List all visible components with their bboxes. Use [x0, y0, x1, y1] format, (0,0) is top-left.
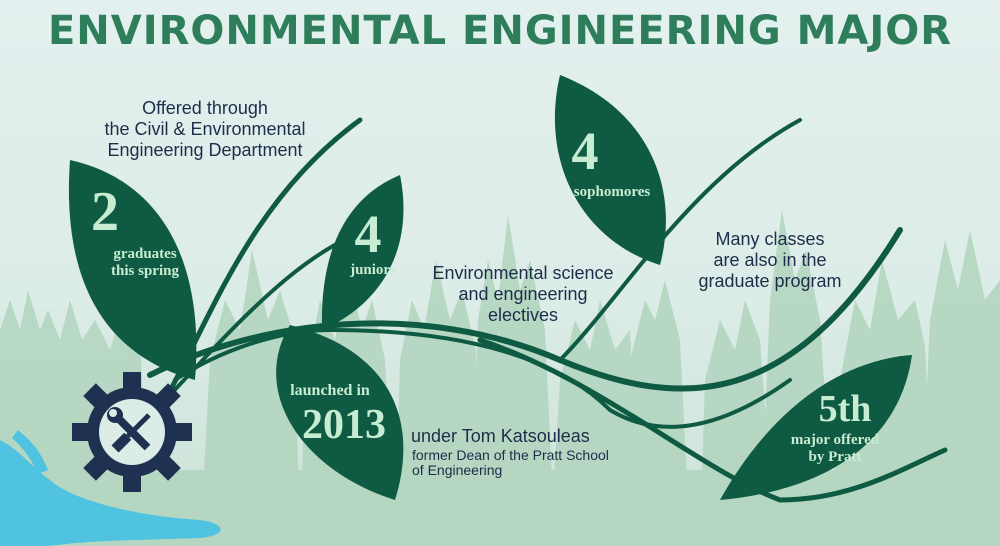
katsouleas-role: former Dean of the Pratt School of Engin…: [412, 448, 662, 478]
note-electives: Environmental science and engineering el…: [418, 263, 628, 326]
note-offered-through: Offered through the Civil & Environmenta…: [70, 98, 340, 161]
launched-label: launched in: [290, 382, 370, 399]
note-line: are also in the: [713, 250, 827, 270]
screwdriver-icon: [111, 413, 151, 453]
katsouleas-name: under Tom Katsouleas: [411, 426, 590, 446]
note-line: Offered through: [142, 98, 268, 118]
page-title: ENVIRONMENTAL ENGINEERING MAJOR: [47, 8, 953, 54]
note-katsouleas: under Tom Katsouleas: [411, 426, 661, 447]
sophomores-label: sophomores: [556, 184, 668, 201]
leaf-label-line: sophomores: [573, 184, 651, 200]
note-line: and engineering: [458, 284, 588, 304]
note-line: the Civil & Environmental: [104, 119, 306, 139]
note-line: graduate program: [698, 271, 842, 291]
leaf-label-line: major offered: [790, 432, 880, 448]
tree-silhouettes: [0, 210, 1000, 546]
juniors-label: juniors: [338, 262, 408, 279]
leaf-label-line: this spring: [111, 263, 179, 279]
graduates-label: graduates this spring: [85, 246, 205, 280]
fifth-major-rank: 5th: [818, 388, 872, 430]
leaf-juniors: [321, 175, 404, 330]
leaf-graduates: [68, 160, 197, 380]
note-line: former Dean of the Pratt School: [412, 447, 609, 463]
sophomores-count: 4: [571, 121, 599, 181]
leaf-launched: [276, 325, 404, 500]
note-line: Engineering Department: [107, 140, 303, 160]
note-graduate-program: Many classes are also in the graduate pr…: [680, 229, 860, 292]
note-line: Many classes: [715, 229, 825, 249]
leaf-label-line: juniors: [350, 262, 396, 278]
launched-year: 2013: [302, 402, 386, 448]
note-line: of Engineering: [412, 462, 503, 478]
leaf-label-line: by Pratt: [808, 449, 862, 465]
leaf-fifth: [720, 355, 912, 500]
gear-icon: [72, 372, 192, 492]
fifth-major-label: major offered by Pratt: [775, 432, 895, 466]
juniors-count: 4: [354, 204, 382, 264]
hand-icon: [0, 430, 221, 546]
leaves: [68, 75, 912, 500]
leaf-sophomores: [554, 75, 666, 265]
graduates-count: 2: [91, 181, 119, 243]
leaf-label-line: graduates: [113, 246, 177, 262]
note-line: electives: [487, 305, 559, 325]
note-line: Environmental science: [432, 263, 614, 283]
